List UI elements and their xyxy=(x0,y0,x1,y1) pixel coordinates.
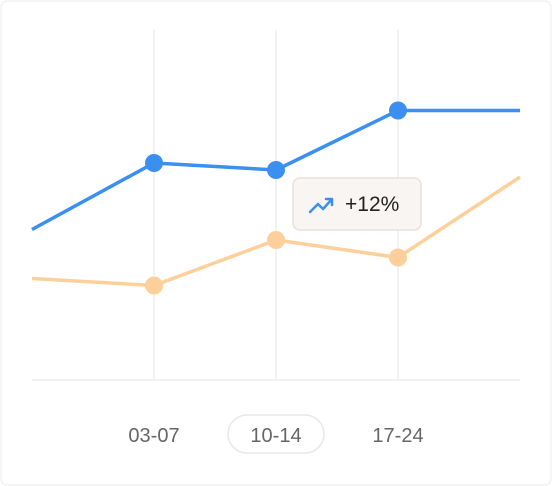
x-tick-label: 03-07 xyxy=(128,425,179,447)
point xyxy=(267,161,285,179)
trend-tooltip: +12% xyxy=(292,177,422,231)
point xyxy=(389,248,407,267)
point xyxy=(145,276,163,295)
point xyxy=(389,101,407,120)
selected-pill xyxy=(227,414,325,454)
x-tick-label: 17-24 xyxy=(372,425,423,447)
tooltip-text: +12% xyxy=(345,193,399,216)
tooltip-box xyxy=(292,177,422,231)
x-tick-label: 10-14 xyxy=(250,425,301,447)
trend-icon xyxy=(308,197,334,214)
point xyxy=(267,231,285,249)
point xyxy=(145,154,163,172)
